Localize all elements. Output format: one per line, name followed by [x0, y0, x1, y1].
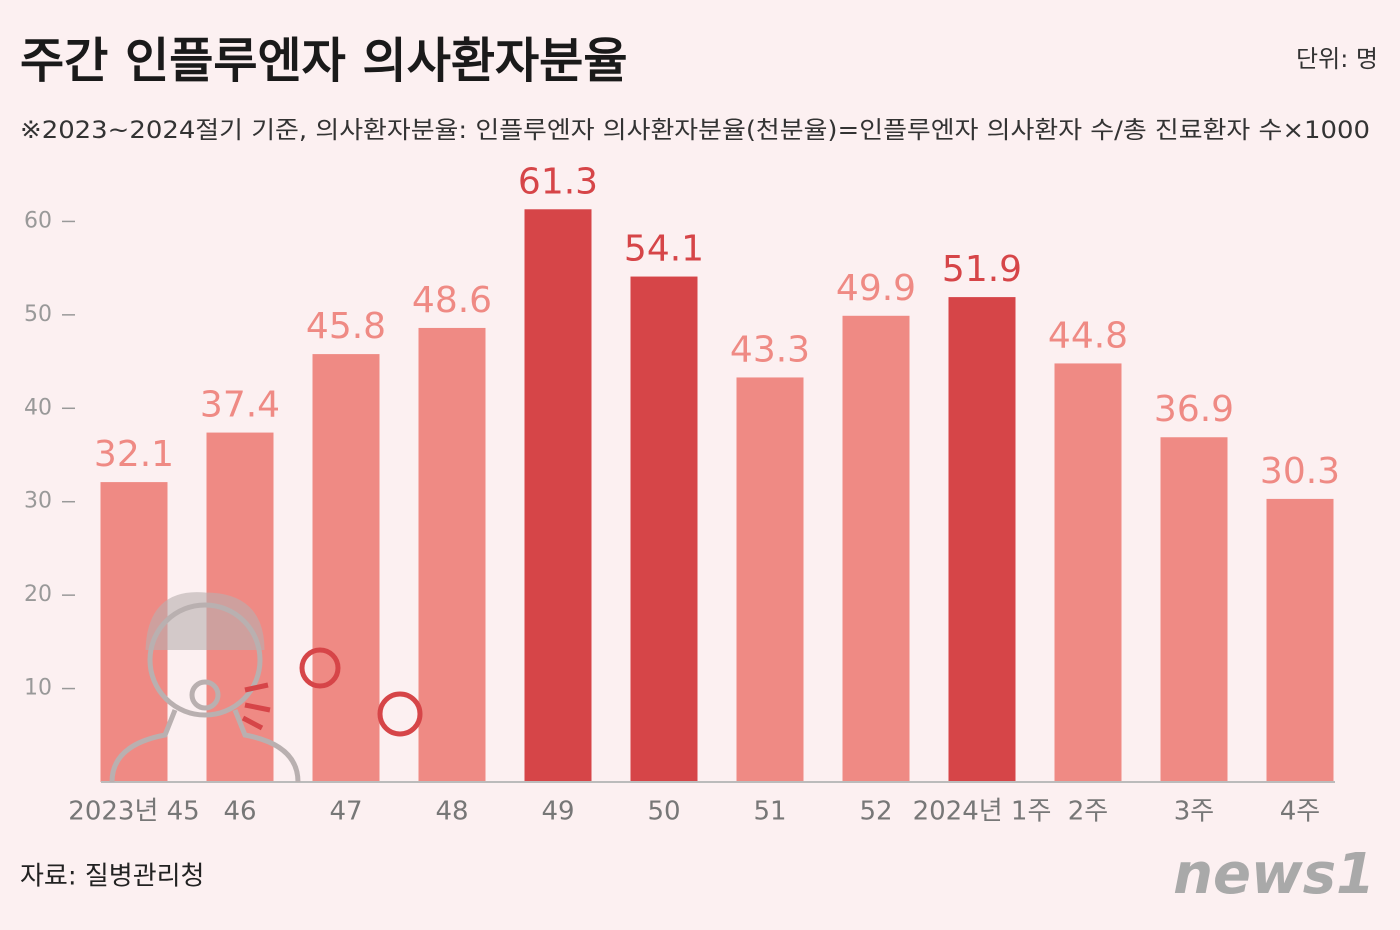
- illustration: [109, 592, 423, 783]
- value-label: 44.8: [1048, 315, 1128, 356]
- bar: [524, 209, 592, 783]
- person-mouth: [189, 679, 221, 711]
- x-tick-label: 2024년 1주: [913, 797, 1052, 827]
- virus: [299, 647, 341, 689]
- value-label: 61.3: [518, 161, 598, 202]
- value-label: 54.1: [624, 229, 704, 270]
- x-tick-label: 4주: [1280, 797, 1320, 827]
- chart-title: 주간 인플루엔자 의사환자분율: [20, 33, 628, 89]
- x-tick-label: 2023년 45: [68, 797, 199, 827]
- x-tick-label: 48: [435, 797, 468, 827]
- value-label: 51.9: [942, 249, 1022, 290]
- bar: [312, 354, 380, 782]
- x-tick-label: 46: [223, 797, 256, 827]
- y-tick-label: 60: [24, 208, 52, 233]
- x-tick-label: 50: [647, 797, 680, 827]
- value-label: 36.9: [1154, 389, 1234, 430]
- value-label: 30.3: [1260, 451, 1340, 492]
- bar: [418, 327, 486, 782]
- y-tick-label: 50: [24, 302, 52, 327]
- bar: [842, 315, 910, 782]
- value-label: 48.6: [412, 280, 492, 321]
- x-tick-label: 47: [329, 797, 362, 827]
- value-label: 32.1: [94, 434, 174, 475]
- bar: [736, 377, 804, 782]
- x-tick-label: 52: [859, 797, 892, 827]
- x-tick-label: 2주: [1068, 797, 1108, 827]
- source: 자료: 질병관리청: [20, 862, 204, 892]
- unit-label: 단위: 명: [1296, 45, 1378, 73]
- virus: [377, 691, 423, 737]
- y-tick-label: 10: [24, 676, 52, 701]
- cough-lines: [241, 682, 271, 731]
- bar: [630, 276, 698, 782]
- value-label: 45.8: [306, 306, 386, 347]
- value-label: 37.4: [200, 385, 280, 426]
- y-tick-label: 20: [24, 582, 52, 607]
- y-tick-label: 40: [24, 395, 52, 420]
- bar: [1054, 363, 1122, 782]
- x-tick-label: 51: [753, 797, 786, 827]
- subtitle: ※2023~2024절기 기준, 의사환자분율: 인플루엔자 의사환자분율(천분…: [20, 116, 1370, 144]
- person-hair: [145, 592, 265, 651]
- bar: [1160, 437, 1228, 782]
- value-label: 49.9: [836, 268, 916, 309]
- bar: [1266, 498, 1334, 782]
- y-tick-label: 30: [24, 489, 52, 514]
- x-tick-label: 3주: [1174, 797, 1214, 827]
- logo: news1: [1173, 842, 1375, 907]
- value-label: 43.3: [730, 329, 810, 370]
- x-tick-label: 49: [541, 797, 574, 827]
- person-outline: [109, 709, 301, 783]
- bar: [948, 297, 1016, 782]
